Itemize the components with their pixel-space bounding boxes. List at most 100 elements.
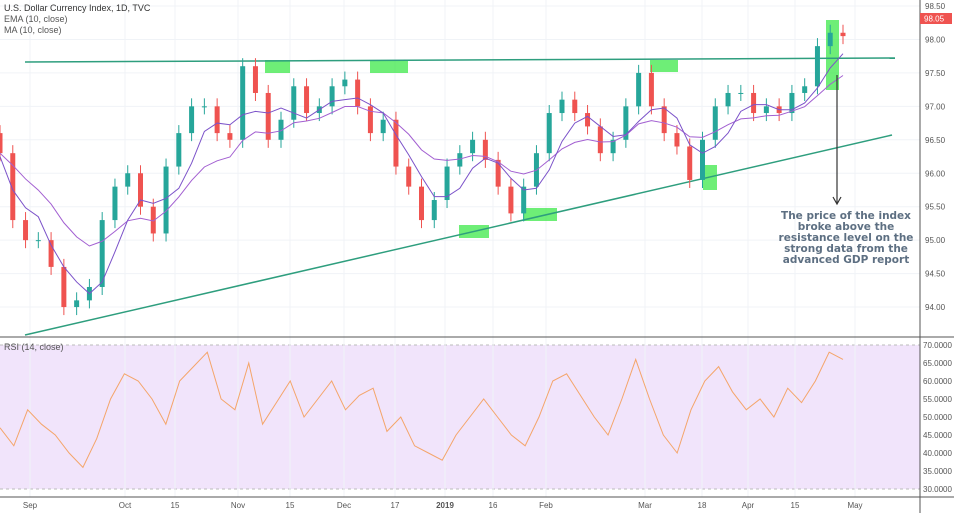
candle-body <box>252 66 258 93</box>
candle-body <box>278 119 284 140</box>
candle-body <box>176 133 182 167</box>
x-tick-label: Oct <box>119 501 132 510</box>
candle-body <box>35 240 41 242</box>
candle-body <box>789 92 795 114</box>
candle-body <box>291 86 297 120</box>
rsi-band <box>0 345 920 489</box>
highlight-box <box>265 60 290 73</box>
x-tick-label: Dec <box>337 501 351 510</box>
candle-body <box>138 173 143 207</box>
rsi-legend: RSI (14, close) <box>4 342 64 352</box>
support-trendline <box>24 134 893 336</box>
candle-body <box>214 106 220 134</box>
rsi-tick-label: 35.0000 <box>923 467 952 476</box>
ma-legend: MA (10, close) <box>4 25 62 35</box>
last-price-badge <box>920 13 952 24</box>
last-price-label: 98.05 <box>924 15 945 24</box>
rsi-tick-label: 45.0000 <box>923 431 952 440</box>
candle-body <box>23 220 29 241</box>
candle-body <box>406 166 412 187</box>
candle-body <box>329 86 335 107</box>
x-tick-label: Feb <box>539 501 553 510</box>
ema-legend: EMA (10, close) <box>4 14 68 24</box>
rsi-tick-label: 55.0000 <box>923 395 952 404</box>
price-tick-label: 97.50 <box>925 69 946 78</box>
rsi-tick-label: 30.0000 <box>923 485 952 494</box>
candle-body <box>367 106 373 134</box>
symbol-title: U.S. Dollar Currency Index, 1D, TVC <box>4 3 151 13</box>
x-tick-label: 2019 <box>436 501 454 510</box>
candle-body <box>419 186 424 221</box>
rsi-line <box>0 351 844 469</box>
x-tick-label: Apr <box>742 501 755 510</box>
x-tick-label: Sep <box>23 501 38 510</box>
candle-body <box>521 186 527 214</box>
candle-body <box>304 86 310 114</box>
candle-body <box>163 166 169 234</box>
candle-body <box>227 133 233 140</box>
x-tick-label: Nov <box>231 501 245 510</box>
candle-body <box>712 106 718 140</box>
candle-body <box>597 126 603 154</box>
annotation-text: The price of the index broke above the r… <box>778 210 914 266</box>
candle-body <box>482 139 488 160</box>
rsi-tick-label: 65.0000 <box>923 359 952 368</box>
candle-body <box>508 186 514 214</box>
candle-body <box>112 186 118 221</box>
candle-body <box>674 133 680 147</box>
candle-body <box>495 159 501 187</box>
candle-body <box>763 106 769 114</box>
candle-body <box>201 106 207 108</box>
candle-body <box>342 79 348 87</box>
candle-body <box>99 220 105 287</box>
price-tick-label: 98.50 <box>925 2 946 11</box>
price-tick-label: 96.00 <box>925 169 946 178</box>
candle-body <box>661 106 667 134</box>
price-tick-label: 97.00 <box>925 102 946 111</box>
highlight-box <box>370 60 408 73</box>
x-tick-label: 17 <box>391 501 400 510</box>
candle-body <box>125 173 131 187</box>
candle-body <box>738 92 744 94</box>
candle-body <box>74 300 80 308</box>
candle-body <box>636 72 642 107</box>
ema-line <box>0 75 844 247</box>
x-tick-label: 15 <box>286 501 295 510</box>
rsi-tick-label: 60.0000 <box>923 377 952 386</box>
candle-body <box>725 92 731 107</box>
candle-body <box>585 113 591 127</box>
price-tick-label: 94.50 <box>925 270 946 279</box>
resistance-trendline <box>24 57 896 63</box>
candle-body <box>687 146 693 180</box>
candle-body <box>355 79 361 107</box>
candle-body <box>393 119 399 167</box>
arrow-head-icon <box>832 196 842 206</box>
candle-body <box>380 119 386 134</box>
candle-body <box>827 32 833 47</box>
candle-body <box>48 240 54 267</box>
x-tick-label: Mar <box>638 501 652 510</box>
candle-body <box>572 99 578 114</box>
ma-line <box>0 53 844 295</box>
price-tick-label: 94.00 <box>925 303 946 312</box>
candle-body <box>61 266 67 308</box>
candle-body <box>751 92 757 114</box>
x-tick-label: May <box>847 501 862 510</box>
x-tick-label: 15 <box>791 501 800 510</box>
candle-body <box>546 113 552 154</box>
candle-body <box>470 139 476 154</box>
price-tick-label: 95.00 <box>925 236 946 245</box>
candle-body <box>648 72 654 107</box>
candle-body <box>559 99 565 114</box>
rsi-tick-label: 50.0000 <box>923 413 952 422</box>
rsi-tick-label: 70.0000 <box>923 341 952 350</box>
price-tick-label: 96.50 <box>925 136 946 145</box>
candle-body <box>189 106 195 134</box>
x-tick-label: 18 <box>698 501 707 510</box>
price-tick-label: 95.50 <box>925 203 946 212</box>
highlight-box <box>650 60 678 72</box>
x-tick-label: 16 <box>489 501 498 510</box>
price-tick-label: 98.00 <box>925 35 946 44</box>
candle-body <box>431 200 437 221</box>
